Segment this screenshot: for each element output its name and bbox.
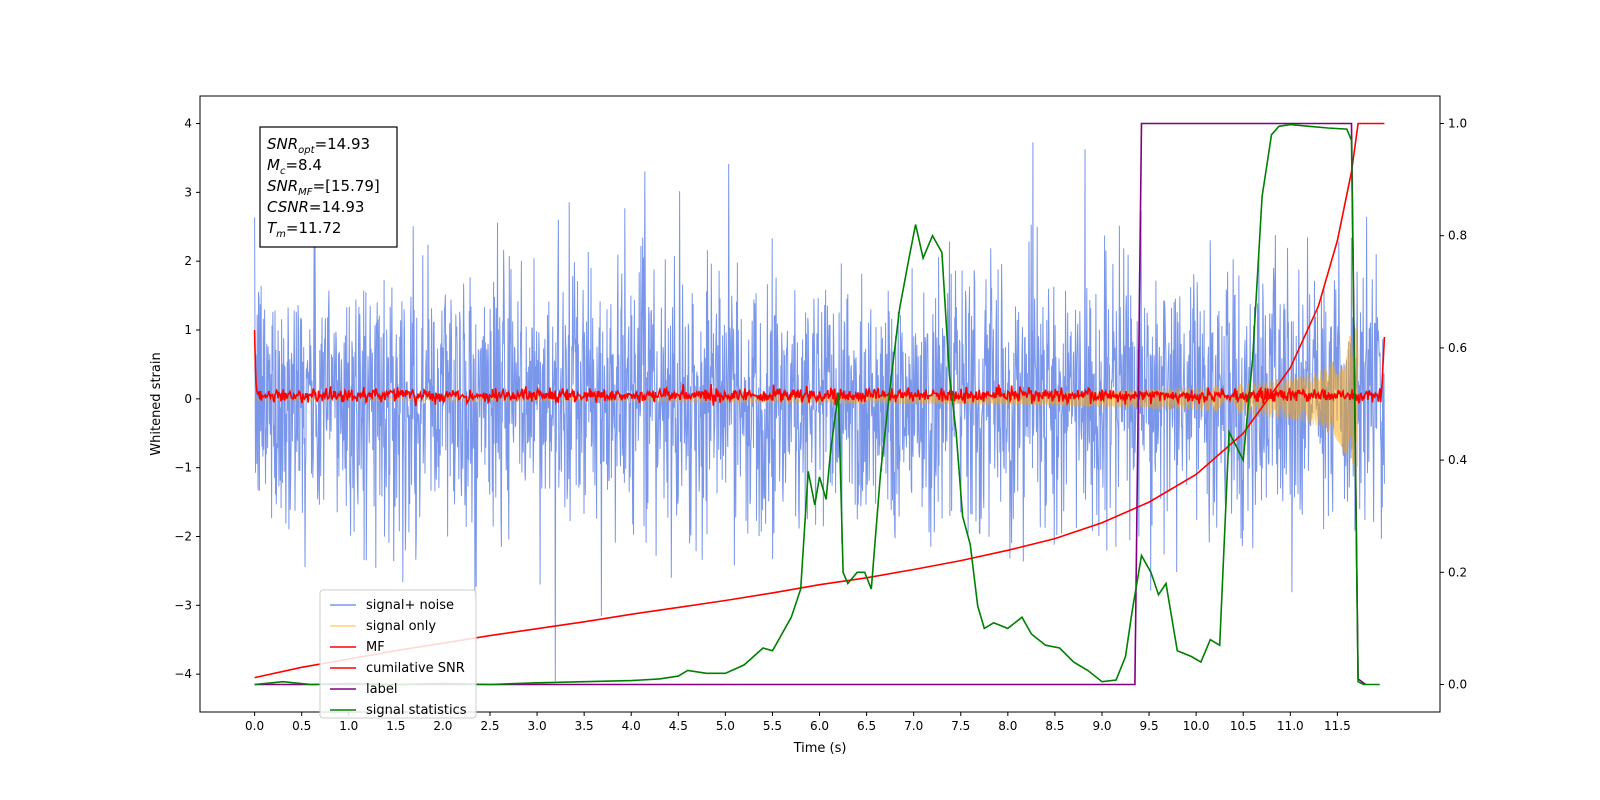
y-tick-label: 0	[184, 392, 192, 406]
y2-tick-label: 0.8	[1448, 229, 1467, 243]
y2-tick-label: 0.0	[1448, 678, 1467, 692]
x-tick-label: 8.5	[1045, 719, 1064, 733]
x-tick-label: 7.0	[904, 719, 923, 733]
x-axis-label: Time (s)	[793, 741, 847, 756]
y-tick-label: 2	[184, 254, 192, 268]
x-tick-label: 2.5	[480, 719, 499, 733]
x-tick-label: 11.5	[1324, 719, 1351, 733]
y-axis-label: Whitened strain	[149, 352, 164, 455]
x-tick-label: 8.0	[998, 719, 1017, 733]
x-tick-label: 2.0	[433, 719, 452, 733]
x-tick-label: 4.0	[622, 719, 641, 733]
x-tick-label: 5.0	[716, 719, 735, 733]
y-axis-ticks: −4 −3 −2 −1 0 1 2 3 4	[174, 117, 200, 681]
annotation-line: SNRopt=14.93	[267, 135, 370, 156]
legend-label: signal statistics	[366, 703, 467, 718]
x-axis-ticks: 0.0 0.5 1.0 1.5 2.0 2.5 3.0 3.5 4.0 4.5 5.0 5.5 6.0 6…	[245, 712, 1351, 733]
x-tick-label: 4.5	[669, 719, 688, 733]
x-tick-label: 3.5	[575, 719, 594, 733]
x-tick-label: 7.5	[951, 719, 970, 733]
y2-tick-label: 0.6	[1448, 341, 1467, 355]
x-tick-label: 6.5	[857, 719, 876, 733]
x-tick-label: 3.0	[528, 719, 547, 733]
x-tick-label: 9.5	[1140, 719, 1159, 733]
legend-frame	[319, 589, 477, 719]
y-tick-label: 3	[184, 185, 192, 199]
y-tick-label: −4	[174, 667, 192, 681]
legend-label: label	[366, 682, 397, 697]
x-tick-label: 6.0	[810, 719, 829, 733]
y-tick-label: −3	[174, 598, 192, 612]
x-tick-label: 1.5	[386, 719, 405, 733]
x-tick-label: 1.0	[339, 719, 358, 733]
x-tick-label: 10.5	[1230, 719, 1257, 733]
legend-label: MF	[366, 640, 385, 655]
x-tick-label: 5.5	[763, 719, 782, 733]
y-tick-label: −1	[174, 461, 192, 475]
legend-label: signal only	[366, 619, 436, 634]
x-tick-label: 0.5	[292, 719, 311, 733]
series-line-label	[254, 122, 1367, 686]
y2-tick-label: 1.0	[1448, 116, 1467, 130]
annotation-frame	[259, 126, 398, 248]
annotation-line: SNRMF=[15.79]	[267, 177, 380, 198]
annotation-line: Mc=8.4	[267, 156, 322, 177]
y-tick-label: 4	[184, 117, 192, 131]
y-tick-label: −2	[174, 529, 192, 543]
annotation-line: CSNR=14.93	[267, 198, 364, 216]
x-tick-label: 9.0	[1092, 719, 1111, 733]
x-tick-label: 11.0	[1277, 719, 1304, 733]
annotation-box: SNRopt=14.93Mc=8.4SNRMF=[15.79]CSNR=14.9…	[259, 126, 398, 248]
series-line-signal-statistics	[254, 123, 1380, 686]
annotation-line: Tm=11.72	[267, 219, 341, 240]
legend: signal+ noise signal only MF cumilative SNR…	[319, 589, 477, 719]
y2-tick-label: 0.2	[1448, 565, 1467, 579]
y-tick-label: 1	[184, 323, 192, 337]
series-line-mf	[253, 329, 1386, 407]
right-axis-ticks: 0.0 0.2 0.4 0.6 0.8 1.0	[1440, 116, 1467, 692]
x-tick-label: 0.0	[245, 719, 264, 733]
legend-label: signal+ noise	[366, 598, 454, 613]
legend-label: cumilative SNR	[366, 661, 465, 676]
y2-tick-label: 0.4	[1448, 453, 1467, 467]
x-tick-label: 10.0	[1183, 719, 1210, 733]
